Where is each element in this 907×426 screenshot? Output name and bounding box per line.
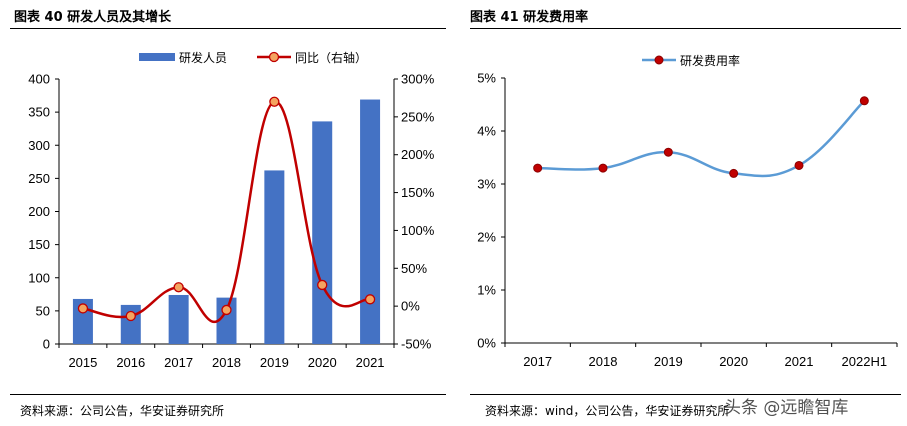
x-tick-label: 2021: [785, 354, 814, 369]
legend-label: 研发人员: [179, 50, 227, 65]
rd-staff-chart: 0 50 100 150 200 250 300 350 400 -50% 0% 50% 100% 150…: [28, 50, 435, 370]
y-left-tick-label: 50: [36, 303, 50, 318]
x-tick-label: 2017: [164, 355, 193, 370]
x-tick-label: 2021: [356, 355, 385, 370]
legend-label: 研发费用率: [680, 53, 740, 68]
y-tick-label: 2%: [477, 230, 496, 245]
y-right-tick-label: 0%: [401, 299, 420, 314]
x-tick-label: 2019: [260, 355, 289, 370]
chart-panel-rd-staff: 图表 40 研发人员及其增长 0 50 100 150 200 250 300 350 400 -…: [0, 0, 452, 426]
y-left-tick-label: 250: [28, 171, 50, 186]
y-right-tick-label: 150%: [401, 185, 435, 200]
source-note: 资料来源：公司公告，华安证券研究所: [20, 404, 225, 418]
x-tick-label: 2016: [116, 355, 145, 370]
x-tick-label: 2020: [308, 355, 337, 370]
rd-rate-line: [537, 99, 866, 178]
chart-panel-rd-rate: 图表 41 研发费用率 0% 1% 2% 3% 4% 5% 2017 2018 2019 2020…: [460, 0, 907, 426]
yoy-point: [269, 96, 280, 107]
rd-rate-point: [533, 163, 543, 173]
title-rule: [10, 28, 446, 29]
y-tick-label: 1%: [477, 283, 496, 298]
y-right-tick-label: -50%: [401, 337, 432, 352]
title-rule: [470, 28, 901, 29]
legend-swatch-bar: [139, 53, 175, 61]
x-tick-label: 2020: [719, 354, 748, 369]
x-tick-label: 2018: [212, 355, 241, 370]
y-tick-label: 3%: [477, 177, 496, 192]
rd-rate-point: [794, 160, 804, 170]
y-left-tick-label: 400: [28, 72, 50, 87]
y-left-tick-label: 0: [43, 337, 50, 352]
source-rule: [470, 394, 901, 395]
watermark: 头条 @远瞻智库: [724, 398, 849, 418]
x-tick-label: 2015: [68, 355, 97, 370]
x-tick-label: 2018: [589, 354, 618, 369]
y-right-tick-label: 100%: [401, 223, 435, 238]
legend-label: 同比（右轴）: [295, 50, 367, 65]
yoy-point: [317, 279, 328, 291]
y-left-tick-label: 350: [28, 105, 50, 120]
y-left-tick-label: 300: [28, 138, 50, 153]
y-tick-label: 5%: [477, 71, 496, 86]
yoy-point: [77, 303, 89, 314]
y-left-tick-label: 200: [28, 204, 50, 219]
yoy-point: [221, 304, 232, 316]
legend-swatch-marker: [654, 55, 664, 65]
y-tick-label: 0%: [477, 336, 496, 351]
y-left-tick-label: 150: [28, 237, 50, 252]
rd-rate-chart: 0% 1% 2% 3% 4% 5% 2017 2018 2019 2020 2021 2022H1 研发…: [477, 53, 898, 369]
bar: [264, 170, 285, 344]
x-tick-label: 2019: [654, 354, 683, 369]
x-tick-label: 2017: [523, 354, 552, 369]
rd-rate-point: [598, 163, 608, 173]
bar: [120, 304, 141, 344]
chart-title: 图表 41 研发费用率: [470, 10, 589, 25]
y-right-tick-label: 250%: [401, 109, 435, 124]
bar: [312, 121, 333, 345]
rd-rate-point: [663, 147, 673, 157]
legend-swatch-marker: [268, 51, 280, 63]
source-rule: [10, 394, 446, 395]
y-tick-label: 4%: [477, 124, 496, 139]
yoy-point: [125, 310, 136, 322]
bar: [360, 99, 381, 344]
y-right-tick-label: 300%: [401, 72, 435, 87]
rd-rate-point: [859, 96, 869, 106]
bar: [168, 294, 189, 344]
y-right-tick-label: 50%: [401, 261, 427, 276]
y-right-tick-label: 200%: [401, 147, 435, 162]
rd-rate-point: [729, 168, 739, 178]
yoy-point: [364, 294, 376, 305]
chart-title: 图表 40 研发人员及其增长: [14, 10, 172, 25]
y-left-tick-label: 100: [28, 270, 50, 285]
x-tick-label: 2022H1: [842, 354, 888, 369]
yoy-point: [173, 282, 184, 293]
source-note: 资料来源：wind，公司公告，华安证券研究所: [485, 404, 730, 418]
